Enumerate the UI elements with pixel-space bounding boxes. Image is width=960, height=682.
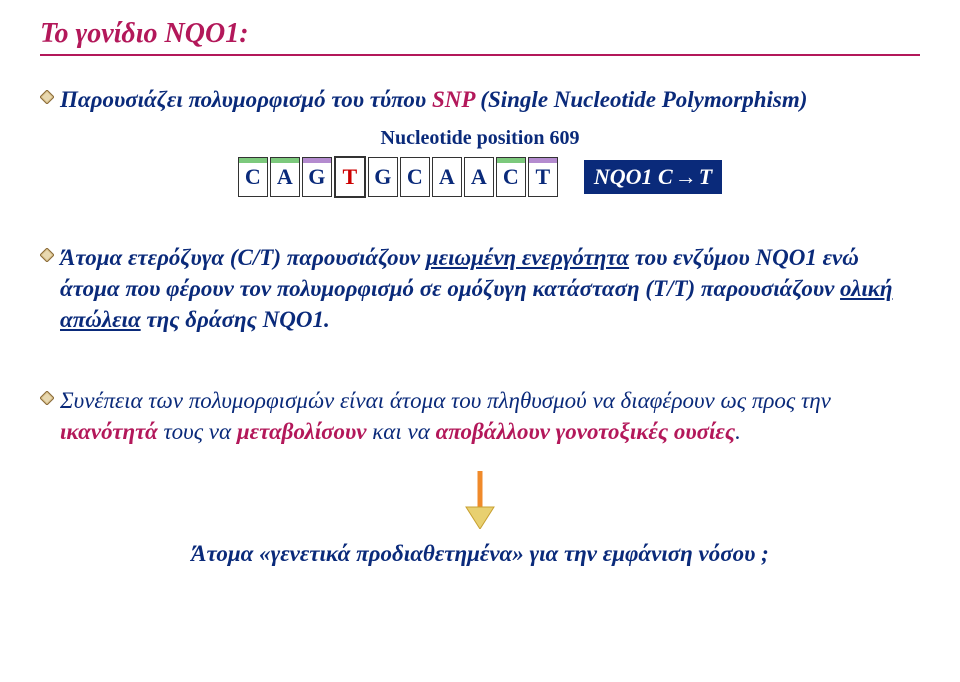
page-title: Το γονίδιο NQO1: <box>40 18 920 50</box>
down-arrow <box>40 471 920 529</box>
bullet-1-text: Παρουσιάζει πολυμορφισμό του τύπου SNP (… <box>60 84 807 115</box>
nucleotide-box: A <box>432 157 462 197</box>
nucleotide-box: G <box>368 157 398 197</box>
nucleotide-box: C <box>400 157 430 197</box>
bullet-1: Παρουσιάζει πολυμορφισμό του τύπου SNP (… <box>40 84 920 115</box>
bullet-2: Άτομα ετερόζυγα (C/T) παρουσιάζουν μειωμ… <box>40 242 920 335</box>
nucleotide-box: C <box>496 157 526 197</box>
sequence-row: CAGTGCAACT NQO1 C→T <box>40 156 920 198</box>
nucleotide-position-label: Nucleotide position 609 <box>40 127 920 150</box>
diamond-icon <box>40 248 54 262</box>
nucleotide-box: A <box>464 157 494 197</box>
final-question: Άτομα «γενετικά προδιαθετημένα» για την … <box>40 541 920 567</box>
nucleotide-box: A <box>270 157 300 197</box>
bullet-3: Συνέπεια των πολυμορφισμών είναι άτομα τ… <box>40 385 920 447</box>
arrow-down-icon <box>462 471 498 529</box>
variant-tag: NQO1 C→T <box>584 160 722 194</box>
bullet-2-text: Άτομα ετερόζυγα (C/T) παρουσιάζουν μειωμ… <box>60 242 920 335</box>
bullet-3-text: Συνέπεια των πολυμορφισμών είναι άτομα τ… <box>60 385 920 447</box>
nucleotide-box: T <box>528 157 558 197</box>
nucleotide-sequence: CAGTGCAACT <box>238 156 558 198</box>
nucleotide-box-snp: T <box>334 156 366 198</box>
nucleotide-box: G <box>302 157 332 197</box>
diamond-icon <box>40 90 54 104</box>
title-underline <box>40 54 920 56</box>
diamond-icon <box>40 391 54 405</box>
nucleotide-box: C <box>238 157 268 197</box>
